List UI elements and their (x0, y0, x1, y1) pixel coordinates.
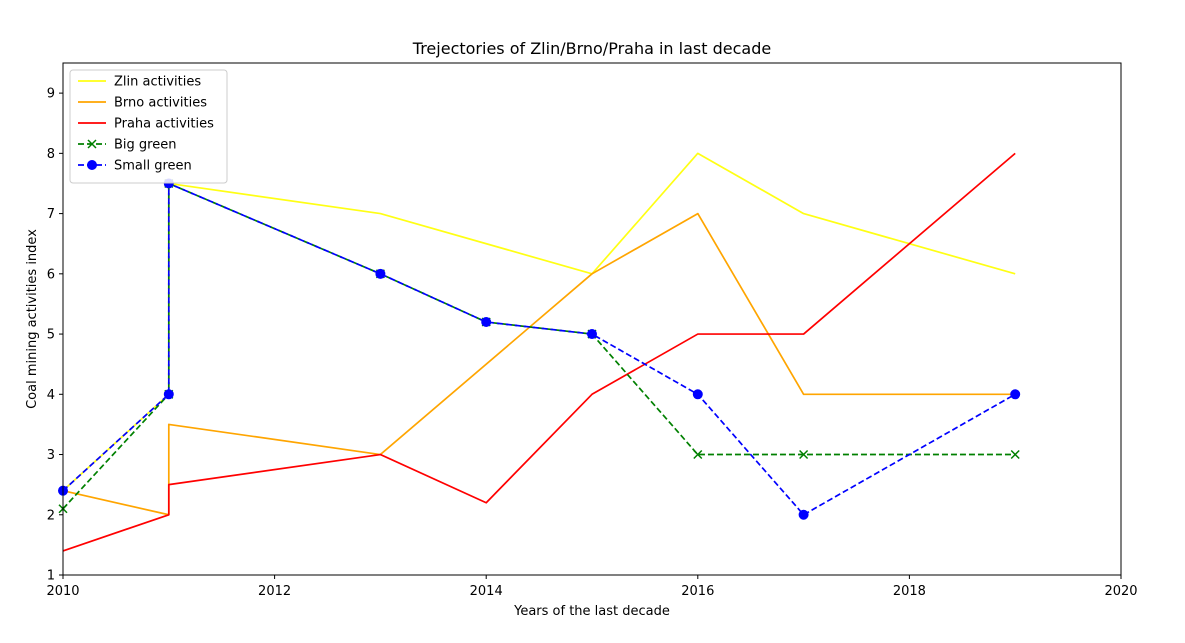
plot-area (58, 152, 1021, 552)
series-line (62, 152, 1016, 492)
series-0 (62, 152, 1016, 492)
axes-frame (62, 62, 1122, 576)
data-point (692, 389, 703, 400)
x-tick-label: 2016 (681, 584, 714, 599)
series-line (62, 182, 1016, 510)
x-axis-label: Years of the last decade (513, 604, 670, 619)
y-tick-label: 1 (47, 569, 55, 584)
x-tick-label: 2020 (1104, 584, 1137, 599)
data-point (799, 449, 809, 460)
y-tick-label: 4 (47, 388, 55, 403)
x-tick-label: 2018 (893, 584, 926, 599)
x-tick-label: 2012 (258, 584, 291, 599)
legend-item: Small green (78, 159, 192, 174)
legend-item: Praha activities (78, 117, 214, 132)
y-tick-label: 5 (47, 328, 55, 343)
data-point (163, 389, 174, 400)
x-tick-label: 2010 (46, 584, 79, 599)
legend-box (69, 69, 228, 184)
y-tick-label: 7 (47, 207, 55, 222)
series-line (62, 152, 1016, 552)
y-tick-label: 3 (47, 448, 55, 463)
y-tick-label: 2 (47, 508, 55, 523)
legend-item: Zlin activities (78, 75, 201, 90)
x-axis-ticks: 2010 2012 2014 2016 2018 2020 (46, 575, 1138, 599)
y-tick-label: 9 (47, 87, 55, 102)
legend-marker (87, 160, 97, 170)
data-point (693, 449, 703, 460)
y-axis-ticks: 1 2 3 4 5 6 7 8 9 (47, 87, 63, 584)
chart-title: Trejectories of Zlin/Brno/Praha in last … (412, 39, 771, 58)
data-point (375, 268, 386, 279)
legend-item: Big green (78, 138, 176, 153)
axes (62, 62, 1122, 576)
series-2 (62, 152, 1016, 552)
legend-label: Small green (114, 159, 192, 174)
x-tick-label: 2014 (470, 584, 503, 599)
data-point (587, 329, 597, 340)
legend-label: Big green (114, 138, 176, 153)
y-axis-label: Coal mining activities index (25, 229, 40, 409)
data-point (481, 317, 492, 328)
data-point (1010, 449, 1020, 460)
legend-label: Praha activities (114, 117, 214, 132)
data-point (1010, 389, 1021, 400)
legend-item: Brno activities (78, 96, 207, 111)
legend: Zlin activities Brno activities Praha acti… (69, 69, 228, 184)
legend-marker (87, 139, 97, 149)
series-3 (58, 178, 1020, 514)
data-point (798, 509, 809, 520)
legend-label: Zlin activities (114, 75, 201, 90)
y-tick-label: 8 (47, 147, 55, 162)
legend-label: Brno activities (114, 96, 207, 111)
y-tick-label: 6 (47, 267, 55, 282)
series-line (62, 182, 1016, 516)
series-4 (58, 178, 1021, 520)
